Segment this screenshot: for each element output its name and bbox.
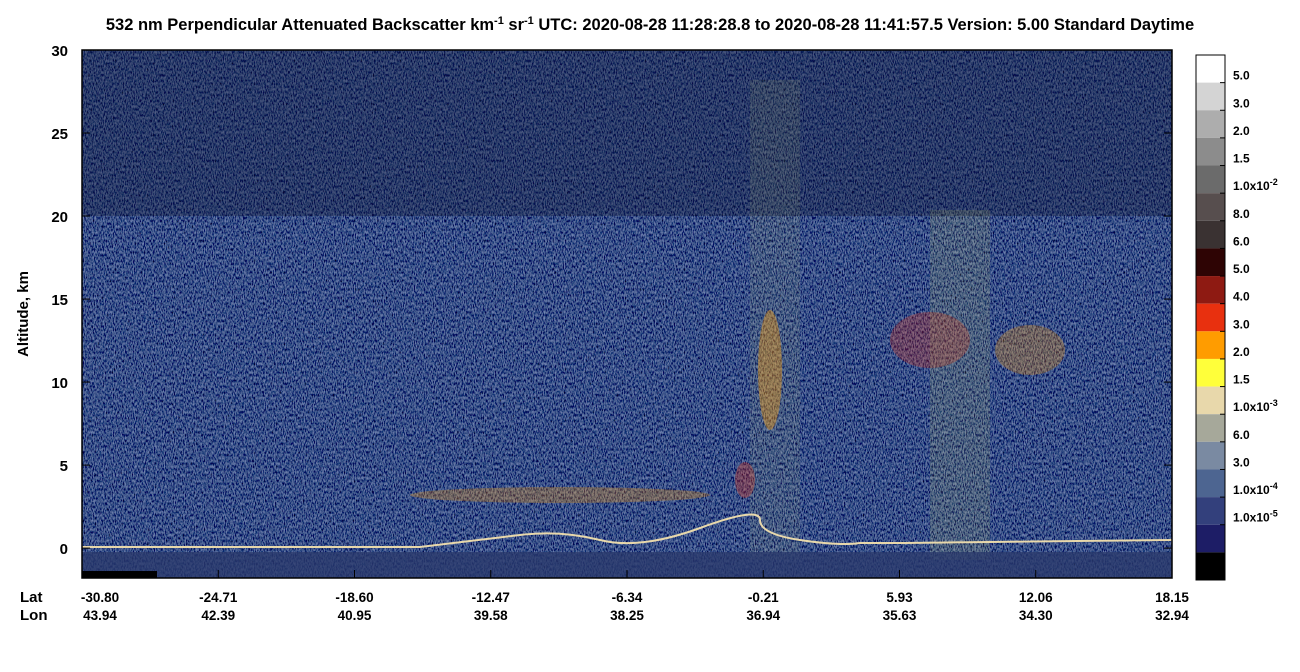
colorbar-label-base: 6.0 (1233, 234, 1250, 248)
title-text: 532 nm Perpendicular Attenuated Backscat… (106, 16, 494, 34)
x-tick-label: -12.47 (472, 590, 510, 605)
x-tick-label: -6.34 (612, 590, 643, 605)
colorbar-label-base: 1.0x10 (1233, 179, 1270, 193)
colorbar-swatch (1196, 524, 1225, 553)
colorbar-label: 5.0 (1233, 69, 1250, 83)
colorbar-label: 3.0 (1233, 455, 1250, 469)
colorbar-label-base: 1.5 (1233, 152, 1250, 166)
colorbar-swatch (1196, 497, 1225, 525)
x-tick-label: -24.71 (199, 590, 238, 605)
colorbar-label-base: 3.0 (1233, 96, 1250, 110)
title-text: sr (504, 16, 525, 34)
y-tick-label: 20 (51, 209, 68, 226)
colorbar-swatch (1196, 358, 1225, 387)
x-row-name: Lon (20, 607, 48, 624)
colorbar: 5.03.02.01.51.0x10-28.06.05.04.03.02.01.… (1195, 54, 1278, 581)
x-row-name: Lat (20, 589, 43, 606)
colorbar-label-base: 2.0 (1233, 345, 1250, 359)
colorbar-label: 1.0x10-5 (1233, 509, 1278, 525)
colorbar-label-base: 5.0 (1233, 69, 1250, 83)
colorbar-label: 3.0 (1233, 96, 1250, 110)
y-axis-label: Altitude, km (15, 271, 32, 357)
colorbar-swatch (1196, 469, 1225, 498)
colorbar-label: 5.0 (1233, 262, 1250, 276)
x-tick-label: 18.15 (1155, 590, 1189, 605)
chart-title: 532 nm Perpendicular Attenuated Backscat… (106, 15, 1194, 34)
title-superscript: -1 (524, 15, 534, 27)
y-tick-label: 15 (51, 292, 68, 309)
x-tick-label: -30.80 (81, 590, 119, 605)
colorbar-label-exp: -4 (1270, 481, 1278, 491)
colorbar-swatch (1196, 193, 1225, 221)
colorbar-label: 1.5 (1233, 373, 1250, 387)
x-tick-label: 12.06 (1019, 590, 1053, 605)
colorbar-label: 1.0x10-4 (1233, 481, 1278, 497)
colorbar-frame (1195, 54, 1226, 581)
colorbar-label: 8.0 (1233, 207, 1250, 221)
x-tick-label: 38.25 (610, 608, 644, 623)
colorbar-label-base: 1.5 (1233, 373, 1250, 387)
colorbar-label: 2.0 (1233, 345, 1250, 359)
colorbar-swatch (1196, 441, 1225, 470)
colorbar-swatch (1196, 248, 1225, 277)
colorbar-label: 6.0 (1233, 428, 1250, 442)
colorbar-swatch (1196, 110, 1225, 138)
colorbar-label-base: 6.0 (1233, 428, 1250, 442)
colorbar-label: 6.0 (1233, 234, 1250, 248)
x-tick-label: 43.94 (83, 608, 117, 623)
colorbar-swatch (1196, 82, 1225, 111)
colorbar-label: 1.5 (1233, 152, 1250, 166)
colorbar-swatch (1196, 386, 1225, 415)
colorbar-swatch (1196, 220, 1225, 249)
colorbar-label-base: 3.0 (1233, 317, 1250, 331)
title-superscript: -1 (494, 15, 504, 27)
x-tick-label: 42.39 (201, 608, 235, 623)
colorbar-label-exp: -3 (1270, 398, 1278, 408)
x-tick-label: -0.21 (748, 590, 779, 605)
colorbar-swatch (1196, 414, 1225, 442)
colorbar-label-base: 8.0 (1233, 207, 1250, 221)
y-tick-label: 10 (51, 375, 68, 392)
colorbar-label-exp: -2 (1270, 177, 1278, 187)
colorbar-label-base: 2.0 (1233, 124, 1250, 138)
x-tick-label: 36.94 (746, 608, 780, 623)
x-tick-label: -18.60 (335, 590, 373, 605)
y-tick-label: 0 (60, 541, 68, 558)
x-tick-label: 35.63 (883, 608, 917, 623)
colorbar-label: 4.0 (1233, 290, 1250, 304)
colorbar-label-base: 4.0 (1233, 290, 1250, 304)
colorbar-swatch (1196, 165, 1225, 194)
colorbar-label: 1.0x10-3 (1233, 398, 1278, 414)
colorbar-label: 2.0 (1233, 124, 1250, 138)
colorbar-swatch (1196, 303, 1225, 332)
x-tick-label: 32.94 (1155, 608, 1189, 623)
y-tick-label: 5 (60, 458, 68, 475)
y-tick-label: 30 (51, 43, 68, 60)
x-tick-label: 5.93 (886, 590, 913, 605)
colorbar-swatch (1196, 552, 1225, 580)
y-tick-label: 25 (51, 126, 68, 143)
colorbar-label-base: 3.0 (1233, 455, 1250, 469)
colorbar-swatch (1196, 55, 1225, 83)
title-text: UTC: 2020-08-28 11:28:28.8 to 2020-08-28… (534, 16, 1194, 34)
x-tick-label: 34.30 (1019, 608, 1053, 623)
colorbar-label-base: 5.0 (1233, 262, 1250, 276)
x-tick-label: 40.95 (338, 608, 372, 623)
colorbar-swatch (1196, 331, 1225, 359)
colorbar-label-base: 1.0x10 (1233, 511, 1270, 525)
colorbar-label-exp: -5 (1270, 509, 1278, 519)
curtain-image (82, 50, 1172, 578)
colorbar-label-base: 1.0x10 (1233, 400, 1270, 414)
x-tick-label: 39.58 (474, 608, 508, 623)
colorbar-swatch (1196, 276, 1225, 304)
colorbar-swatch (1196, 137, 1225, 166)
colorbar-label-base: 1.0x10 (1233, 483, 1270, 497)
colorbar-label: 3.0 (1233, 317, 1250, 331)
colorbar-label: 1.0x10-2 (1233, 177, 1278, 193)
